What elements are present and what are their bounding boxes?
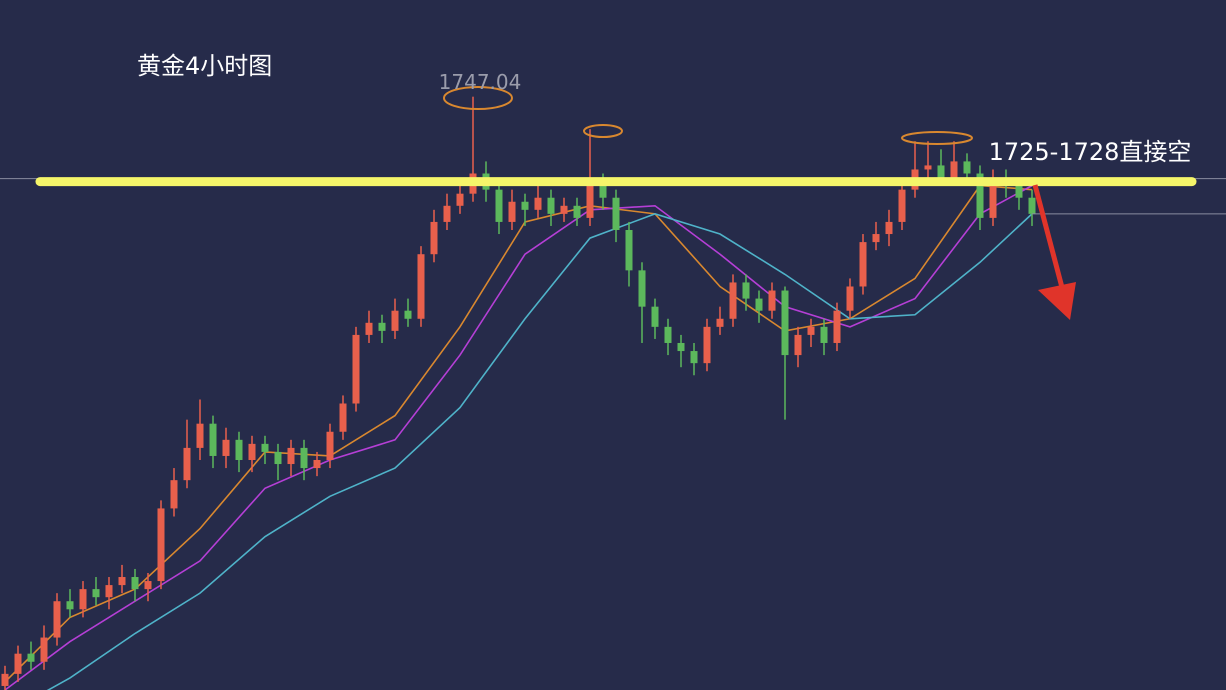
candle-body xyxy=(690,351,698,364)
candle-body xyxy=(443,205,451,222)
candle-body xyxy=(404,310,412,319)
candle-body xyxy=(742,282,750,299)
candle-body xyxy=(391,310,399,331)
candle-body xyxy=(365,322,373,335)
candle-body xyxy=(430,221,438,255)
candle-body xyxy=(976,173,984,218)
candle-body xyxy=(144,581,152,590)
candle-body xyxy=(248,443,256,460)
moving-average xyxy=(46,213,1033,690)
down-arrow xyxy=(1032,184,1076,320)
candle-body xyxy=(222,439,230,456)
candle-body xyxy=(92,589,100,598)
candle-body xyxy=(794,334,802,356)
candle-body xyxy=(963,161,971,174)
level-layer xyxy=(0,177,1226,187)
candle-body xyxy=(534,197,542,210)
candle-body xyxy=(235,439,243,460)
candle-body xyxy=(664,326,672,343)
candle-body xyxy=(807,326,815,335)
arrow-shaft xyxy=(1032,184,1067,296)
candle-body xyxy=(300,447,308,469)
arrow-head xyxy=(1038,282,1076,320)
candle-body xyxy=(1028,197,1036,214)
candle-body xyxy=(417,254,425,319)
candle-body xyxy=(53,601,61,638)
candle-body xyxy=(885,221,893,235)
candle-body xyxy=(352,334,360,404)
candle-body xyxy=(729,282,737,319)
candle-body xyxy=(118,577,126,586)
candle-body xyxy=(40,637,48,662)
candle-body xyxy=(651,306,659,327)
candles-layer xyxy=(1,96,1226,690)
high-circle xyxy=(901,131,973,145)
high-label: 1747.04 xyxy=(439,70,522,94)
candle-body xyxy=(846,286,854,311)
candle-body xyxy=(547,197,555,214)
candle-body xyxy=(131,577,139,590)
candle-body xyxy=(274,451,282,465)
candle-body xyxy=(716,318,724,327)
candle-body xyxy=(950,161,958,178)
candle-body xyxy=(859,242,867,287)
candle-body xyxy=(820,326,828,343)
candle-body xyxy=(1015,185,1023,198)
chart-title: 黄金4小时图 xyxy=(137,52,272,80)
candle-body xyxy=(677,342,685,352)
candle-body xyxy=(209,423,217,456)
candle-body xyxy=(781,290,789,356)
candle-body xyxy=(703,326,711,364)
candle-body xyxy=(313,460,321,469)
candle-body xyxy=(508,201,516,222)
candle-body xyxy=(573,205,581,218)
candle-body xyxy=(170,480,178,509)
candle-body xyxy=(196,423,204,448)
high-circle xyxy=(583,124,623,138)
candle-body xyxy=(612,197,620,230)
candle-body xyxy=(599,181,607,198)
candle-body xyxy=(495,189,503,222)
candle-body xyxy=(625,230,633,271)
candle-body xyxy=(521,201,529,210)
candle-body xyxy=(326,431,334,460)
candle-body xyxy=(755,298,763,311)
candle-body xyxy=(586,181,594,218)
candle-body xyxy=(456,193,464,206)
candle-body xyxy=(898,189,906,222)
candle-body xyxy=(638,270,646,307)
candle-body xyxy=(833,310,841,343)
candle-body xyxy=(1,673,9,686)
high-circle xyxy=(443,86,513,110)
candle-body xyxy=(287,447,295,465)
candle-body xyxy=(378,322,386,331)
candle-body xyxy=(989,177,997,218)
candle-body xyxy=(183,447,191,481)
annotation: 1725-1728直接空 xyxy=(989,138,1192,166)
candle-body xyxy=(261,443,269,452)
candle-body xyxy=(937,165,945,178)
candle-body xyxy=(79,589,87,610)
candle-body xyxy=(924,165,932,170)
candle-body xyxy=(339,403,347,432)
candle-body xyxy=(560,205,568,214)
candle-body xyxy=(872,234,880,243)
candle-body xyxy=(66,601,74,610)
candle-body xyxy=(768,290,776,311)
candle-body xyxy=(14,653,22,674)
candle-body xyxy=(105,585,113,598)
candle-body xyxy=(27,653,35,662)
candle-body xyxy=(157,508,165,582)
